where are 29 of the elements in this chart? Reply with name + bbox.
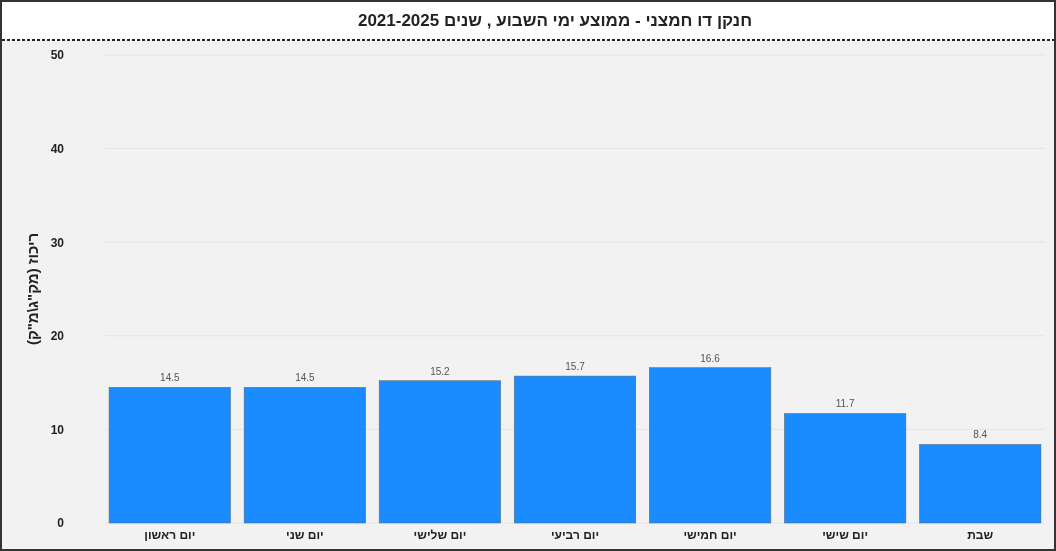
x-tick-label: יום שלישי	[413, 528, 467, 543]
data-label: 15.2	[430, 365, 451, 377]
y-tick-label: 50	[50, 48, 65, 63]
chart-title: חנקן דו חמצני - ממוצע ימי השבוע , שנים 2021-2025	[357, 11, 753, 30]
data-label: 11.7	[835, 398, 855, 410]
bar	[378, 380, 501, 524]
x-tick-label: יום שני	[286, 528, 324, 543]
x-tick-label: יום חמישי	[683, 528, 737, 543]
x-tick-label: שבת	[967, 528, 994, 543]
y-tick-label: 40	[50, 141, 65, 156]
bar	[784, 413, 907, 524]
bar	[513, 375, 637, 524]
x-tick-label: יום ראשון	[144, 528, 196, 543]
y-axis-title: ריכוז (מק"ג\מ"ק)	[24, 232, 41, 346]
y-tick-label: 20	[50, 329, 65, 344]
data-label: 15.7	[565, 361, 586, 373]
x-tick-label: יום שישי	[822, 528, 869, 543]
data-label: 14.5	[160, 372, 180, 384]
bar	[243, 387, 366, 524]
bar	[919, 444, 1042, 524]
data-label: 8.4	[973, 429, 988, 441]
data-label: 14.5	[295, 372, 316, 384]
y-tick-label: 30	[50, 235, 65, 250]
bar	[649, 367, 772, 524]
y-tick-label: 10	[50, 422, 65, 437]
data-label: 16.6	[700, 352, 721, 364]
y-tick-label: 0	[57, 516, 65, 531]
bar	[108, 387, 231, 524]
x-tick-label: יום רביעי	[550, 528, 600, 543]
